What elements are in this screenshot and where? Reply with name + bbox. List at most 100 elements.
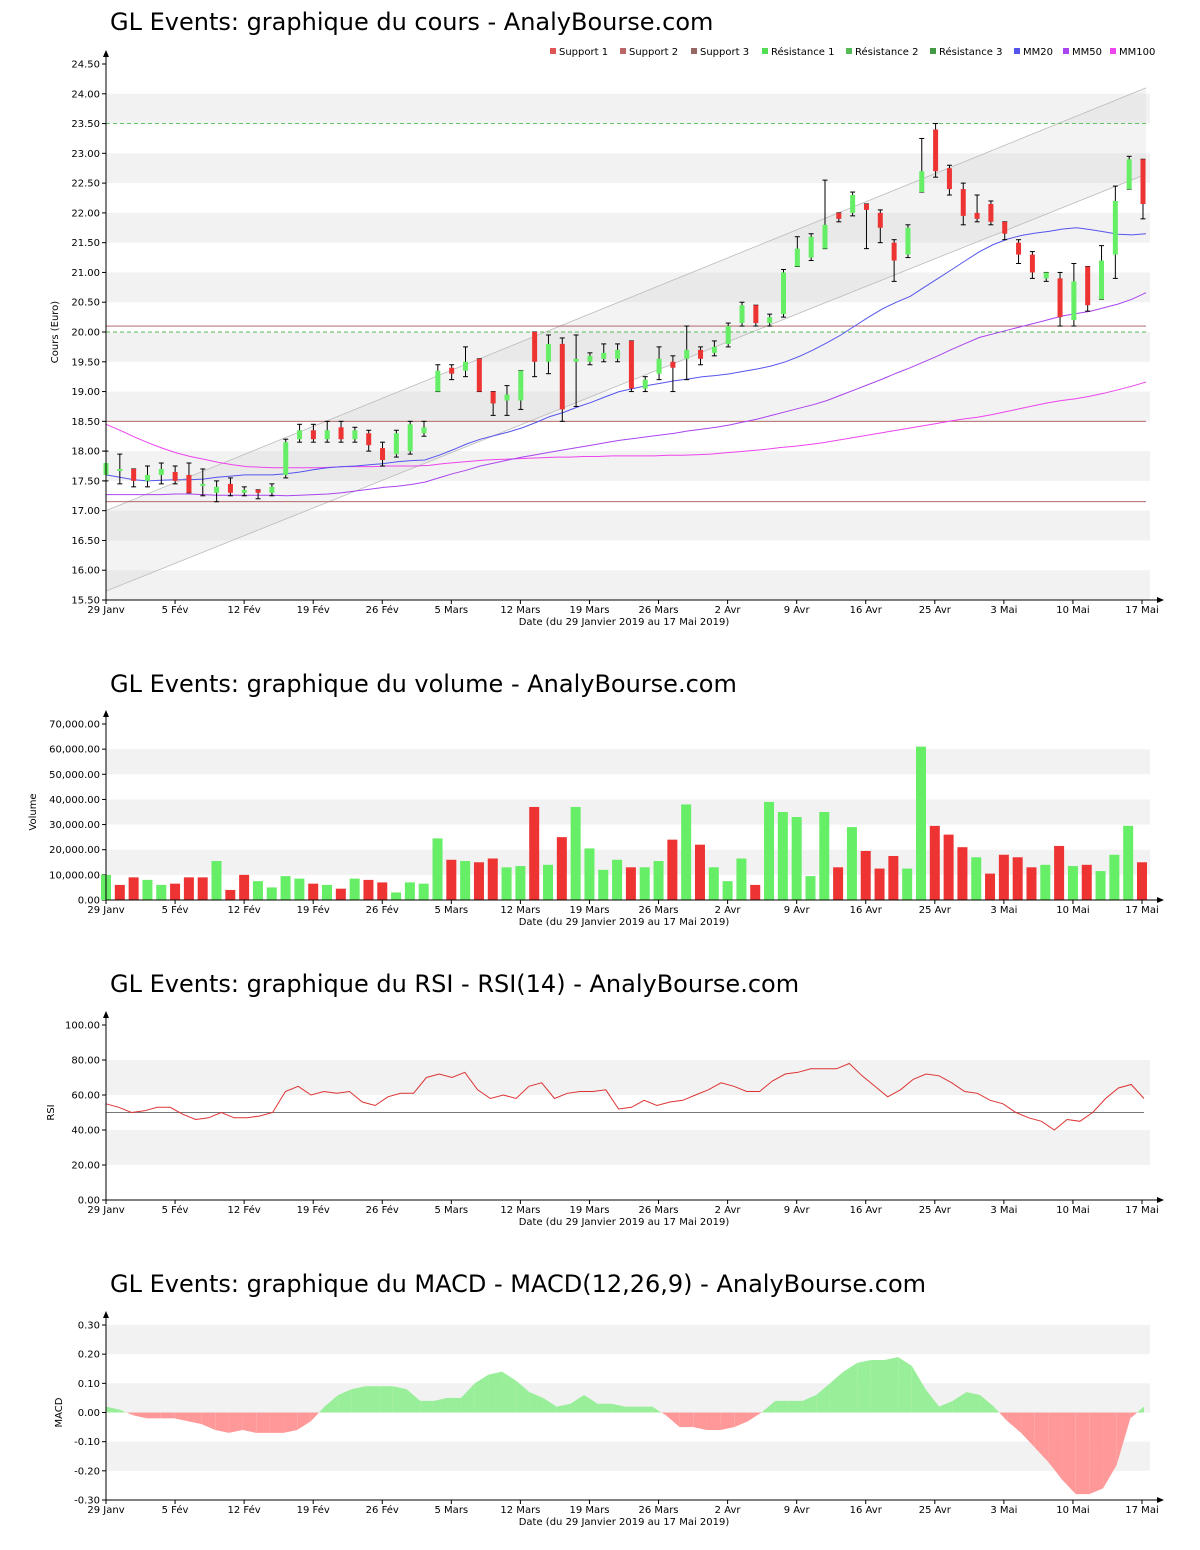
- volume-bar: [349, 878, 360, 900]
- macd-area-segment: [775, 1400, 789, 1413]
- candle: [131, 468, 137, 488]
- y-tick-label: 23.50: [71, 119, 100, 130]
- x-axis-label: Date (du 29 Janvier 2019 au 17 Mai 2019): [519, 617, 730, 628]
- y-tick-label: 70,000.00: [49, 720, 100, 731]
- candle: [421, 420, 427, 437]
- macd-area-segment: [283, 1412, 298, 1433]
- candle-body: [891, 242, 897, 261]
- macd-area-segment: [351, 1386, 366, 1413]
- candle: [532, 331, 538, 378]
- x-tick-label: 26 Fév: [366, 1504, 399, 1516]
- volume-bar: [183, 877, 194, 900]
- grid-band: [106, 272, 1150, 303]
- x-tick-label: 3 Mai: [990, 1505, 1017, 1516]
- candle-body: [462, 361, 468, 371]
- volume-bar: [598, 869, 609, 900]
- macd-area-segment: [939, 1400, 953, 1413]
- candle-body: [670, 361, 676, 368]
- macd-area-segment: [925, 1389, 940, 1413]
- y-tick-label: 17.50: [71, 476, 100, 487]
- candle-body: [200, 483, 206, 486]
- x-tick-label: 5 Mars: [435, 1505, 469, 1516]
- candle: [490, 391, 496, 416]
- macd-area-segment: [679, 1412, 694, 1428]
- candle: [988, 200, 994, 226]
- macd-area-segment: [556, 1403, 571, 1413]
- macd-chart-panel: -0.30 -0.20 -0.10 0.00 0.10 0.20 0.30 MACD 29 Ja…: [54, 1311, 1164, 1528]
- y-tick-label: 40.00: [71, 1126, 100, 1137]
- y-tick-label: 50,000.00: [49, 770, 100, 781]
- y-tick-label: 100.00: [65, 1021, 100, 1032]
- candle: [352, 426, 358, 443]
- x-tick-label: 19 Fév: [297, 1204, 330, 1216]
- volume-bar: [501, 867, 512, 900]
- candle: [836, 212, 842, 223]
- macd-area-segment: [228, 1412, 243, 1433]
- candle-body: [933, 129, 939, 172]
- macd-area-segment: [365, 1386, 380, 1413]
- candle: [518, 370, 524, 410]
- candle: [794, 236, 800, 267]
- x-tick-label: 19 Fév: [297, 1504, 330, 1516]
- legend-label: MM100: [1119, 47, 1155, 58]
- candle-body: [324, 430, 330, 440]
- y-axis-arrow: [103, 1011, 109, 1018]
- candle: [1112, 185, 1118, 279]
- volume-bar: [681, 804, 692, 900]
- candle: [407, 420, 413, 455]
- volume-bar: [653, 861, 664, 900]
- grid-band: [106, 391, 1150, 422]
- macd-area-segment: [1021, 1412, 1035, 1448]
- candle-body: [601, 352, 607, 359]
- legend-item: MM50: [1063, 47, 1102, 58]
- candle-body: [642, 379, 648, 389]
- macd-area-segment: [1007, 1412, 1022, 1433]
- volume-bar: [764, 801, 775, 900]
- y-tick-label: 60,000.00: [49, 745, 100, 756]
- candle: [615, 343, 621, 363]
- rsi-line: [105, 1062, 1145, 1131]
- candle-body: [698, 349, 704, 359]
- volume-bar: [777, 812, 788, 900]
- candle: [1002, 221, 1008, 241]
- candle-body: [1112, 200, 1118, 255]
- legend-item: Support 1: [550, 47, 608, 58]
- candle-body: [960, 189, 966, 216]
- macd-area-segment: [761, 1400, 776, 1413]
- y-tick-label: 0.20: [78, 1350, 100, 1361]
- macd-area-segment: [215, 1412, 229, 1433]
- y-tick-label: 24.50: [71, 60, 100, 71]
- y-tick-label: 19.00: [71, 387, 100, 398]
- legend-label: Support 2: [629, 47, 678, 58]
- candle: [172, 465, 178, 485]
- volume-bar: [1040, 864, 1051, 900]
- x-tick-label: 19 Mars: [569, 1505, 609, 1516]
- y-tick-label: 0.00: [78, 896, 100, 907]
- volume-bar: [791, 817, 802, 900]
- macd-area-segment: [310, 1412, 320, 1422]
- candle-body: [241, 489, 247, 493]
- candle: [1016, 239, 1022, 265]
- candle-body: [172, 471, 178, 481]
- candle-body: [380, 448, 386, 461]
- candle-body: [1057, 278, 1063, 318]
- y-tick-label: 18.00: [71, 447, 100, 458]
- macd-area-segment: [338, 1389, 352, 1413]
- y-tick-label: 30,000.00: [49, 820, 100, 831]
- macd-area-segment: [911, 1365, 926, 1413]
- macd-area-segment: [133, 1412, 147, 1419]
- candle: [476, 358, 482, 393]
- x-axis-label: Date (du 29 Janvier 2019 au 17 Mai 2019): [519, 917, 730, 928]
- volume-bar: [860, 850, 871, 900]
- macd-area-segment: [857, 1360, 871, 1413]
- y-tick-label: 40,000.00: [49, 795, 100, 806]
- macd-chart-title: GL Events: graphique du MACD - MACD(12,2…: [110, 1270, 927, 1298]
- macd-area-segment: [1075, 1412, 1090, 1495]
- candle: [781, 268, 787, 318]
- candle: [200, 468, 206, 497]
- x-tick-label: 5 Fév: [162, 1504, 189, 1516]
- candle-body: [186, 474, 192, 493]
- x-tick-label: 29 Janv: [87, 1205, 124, 1216]
- candle-body: [587, 355, 593, 362]
- macd-area-segment: [952, 1392, 967, 1413]
